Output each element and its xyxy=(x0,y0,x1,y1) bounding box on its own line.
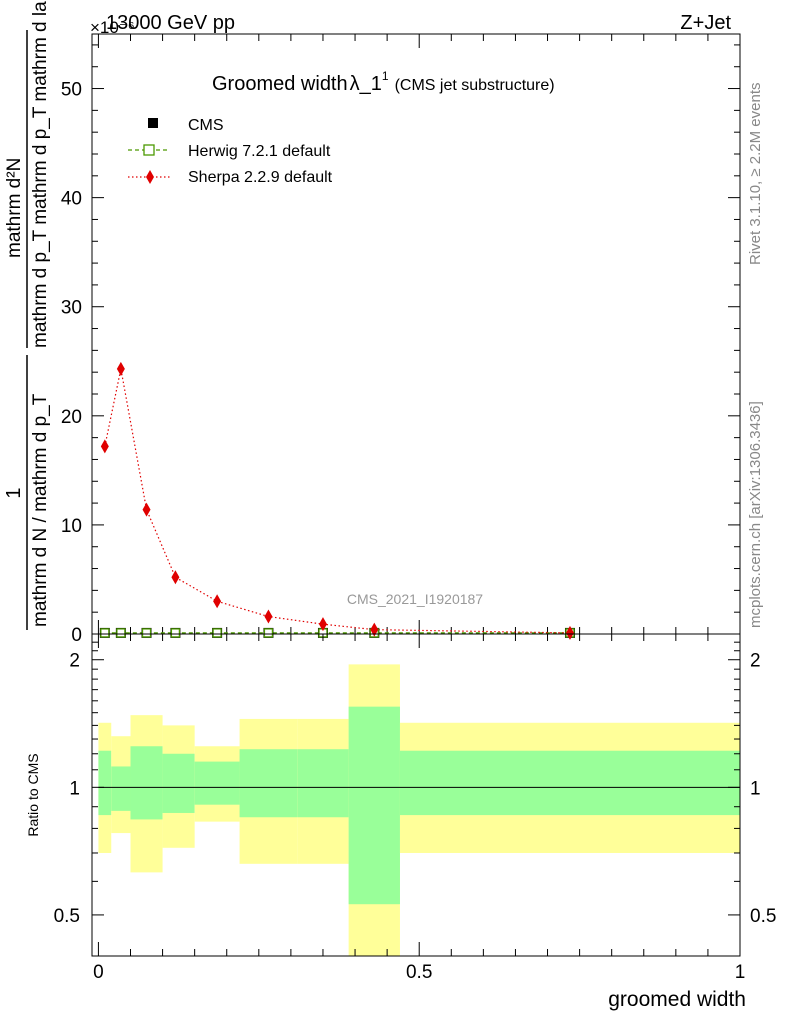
main-y-ticks: 0 10 20 30 40 50 xyxy=(61,44,740,646)
ratio-panel-frame xyxy=(91,633,741,957)
energy-label: 13000 GeV pp xyxy=(106,12,235,34)
legend-cms-label: CMS xyxy=(188,117,224,134)
main-x-ticks xyxy=(97,34,741,634)
ylabel-prefix-den: mathrm d N / mathrm d p_T xyxy=(30,393,51,627)
watermark: CMS_2021_I1920187 xyxy=(347,591,483,607)
main-y-tick-label: 10 xyxy=(61,516,82,537)
ylabel-numerator: mathrm d²N xyxy=(4,158,25,258)
legend-cms-marker xyxy=(148,118,158,128)
ratio-band-inner xyxy=(162,753,195,813)
ratio-band-inner xyxy=(111,766,131,811)
ratio-band-inner xyxy=(130,746,163,820)
main-y-tick-label: 0 xyxy=(71,625,82,646)
ratio-x-ticks: 0 0.5 1 xyxy=(93,634,745,983)
sherpa-point xyxy=(213,594,222,609)
herwig-point xyxy=(100,628,110,638)
x-tick-label: 0.5 xyxy=(406,962,432,983)
sherpa-point xyxy=(370,622,379,637)
main-y-tick-label: 40 xyxy=(61,189,82,210)
x-axis-label: groomed width xyxy=(608,988,746,1011)
mcplots-label: mcplots.cern.ch [arXiv:1306.3436] xyxy=(747,401,764,628)
rivet-label: Rivet 3.1.10, ≥ 2.2M events xyxy=(747,83,764,266)
ratio-y-tick-label-right: 1 xyxy=(750,778,761,799)
sherpa-point xyxy=(142,502,151,517)
sherpa-point xyxy=(171,570,180,585)
herwig-point xyxy=(170,628,181,638)
herwig-point xyxy=(212,628,222,638)
herwig-point xyxy=(116,628,126,638)
ratio-y-tick-label-right: 2 xyxy=(750,651,761,672)
legend-herwig-marker xyxy=(143,144,155,156)
main-y-tick-label: 30 xyxy=(61,298,82,319)
sherpa-point xyxy=(100,439,109,454)
chart-title: Groomed width λ_11 (CMS jet substructure) xyxy=(212,69,555,95)
herwig-point xyxy=(141,628,152,638)
ylabel-prefix-num: 1 xyxy=(3,487,25,498)
ratio-band-inner xyxy=(399,750,740,816)
ratio-band-inner xyxy=(239,749,298,818)
sherpa-point xyxy=(264,609,273,624)
ratio-bands xyxy=(98,664,740,956)
chart-title-main: Groomed width xyxy=(212,73,348,95)
ratio-band-inner xyxy=(348,706,400,905)
ratio-y-tick-label: 1 xyxy=(69,778,80,799)
ratio-band-inner xyxy=(194,761,240,805)
ylabel-denominator: mathrm d p_T mathrm d p_T mathrm d lambd… xyxy=(30,0,51,348)
ratio-y-tick-label-right: 0.5 xyxy=(750,906,776,927)
main-y-tick-label: 50 xyxy=(61,80,82,101)
chart-title-superscript: 1 xyxy=(382,69,389,83)
main-y-tick-label: 20 xyxy=(61,407,82,428)
chart-title-note: (CMS jet substructure) xyxy=(395,77,555,94)
x-tick-label: 0 xyxy=(93,962,104,983)
legend-herwig-label: Herwig 7.2.1 default xyxy=(188,143,331,160)
legend: CMS Herwig 7.2.1 default Sherpa 2.2.9 de… xyxy=(128,117,333,186)
main-series xyxy=(99,361,575,640)
ratio-band-inner xyxy=(98,750,112,816)
legend-sherpa-label: Sherpa 2.2.9 default xyxy=(188,169,333,186)
sherpa-point xyxy=(565,625,574,640)
herwig-point xyxy=(263,628,274,638)
legend-sherpa-marker xyxy=(146,170,154,184)
sherpa-point xyxy=(116,361,125,376)
ratio-y-tick-label: 0.5 xyxy=(54,906,80,927)
main-panel: 0 10 20 30 40 50 xyxy=(61,33,741,646)
ratio-band-inner xyxy=(297,749,349,818)
ratio-y-ticks: 0.5 0.5 1 1 2 2 xyxy=(54,641,776,927)
exponent-label: ×10⁻⁶ xyxy=(90,18,135,37)
main-y-axis-label: 1 mathrm d N / mathrm d p_T mathrm d²N m… xyxy=(3,0,51,630)
chart-title-symbol: λ_1 xyxy=(350,73,382,95)
ratio-panel: 0.5 0.51 12 2 0 0.5 1 xyxy=(54,633,776,983)
ratio-y-axis-label: Ratio to CMS xyxy=(25,753,41,836)
process-label: Z+Jet xyxy=(680,12,731,34)
sherpa-series-line xyxy=(104,368,570,634)
sherpa-point xyxy=(318,617,327,632)
x-tick-label: 1 xyxy=(735,962,746,983)
ratio-y-tick-label: 2 xyxy=(69,651,80,672)
